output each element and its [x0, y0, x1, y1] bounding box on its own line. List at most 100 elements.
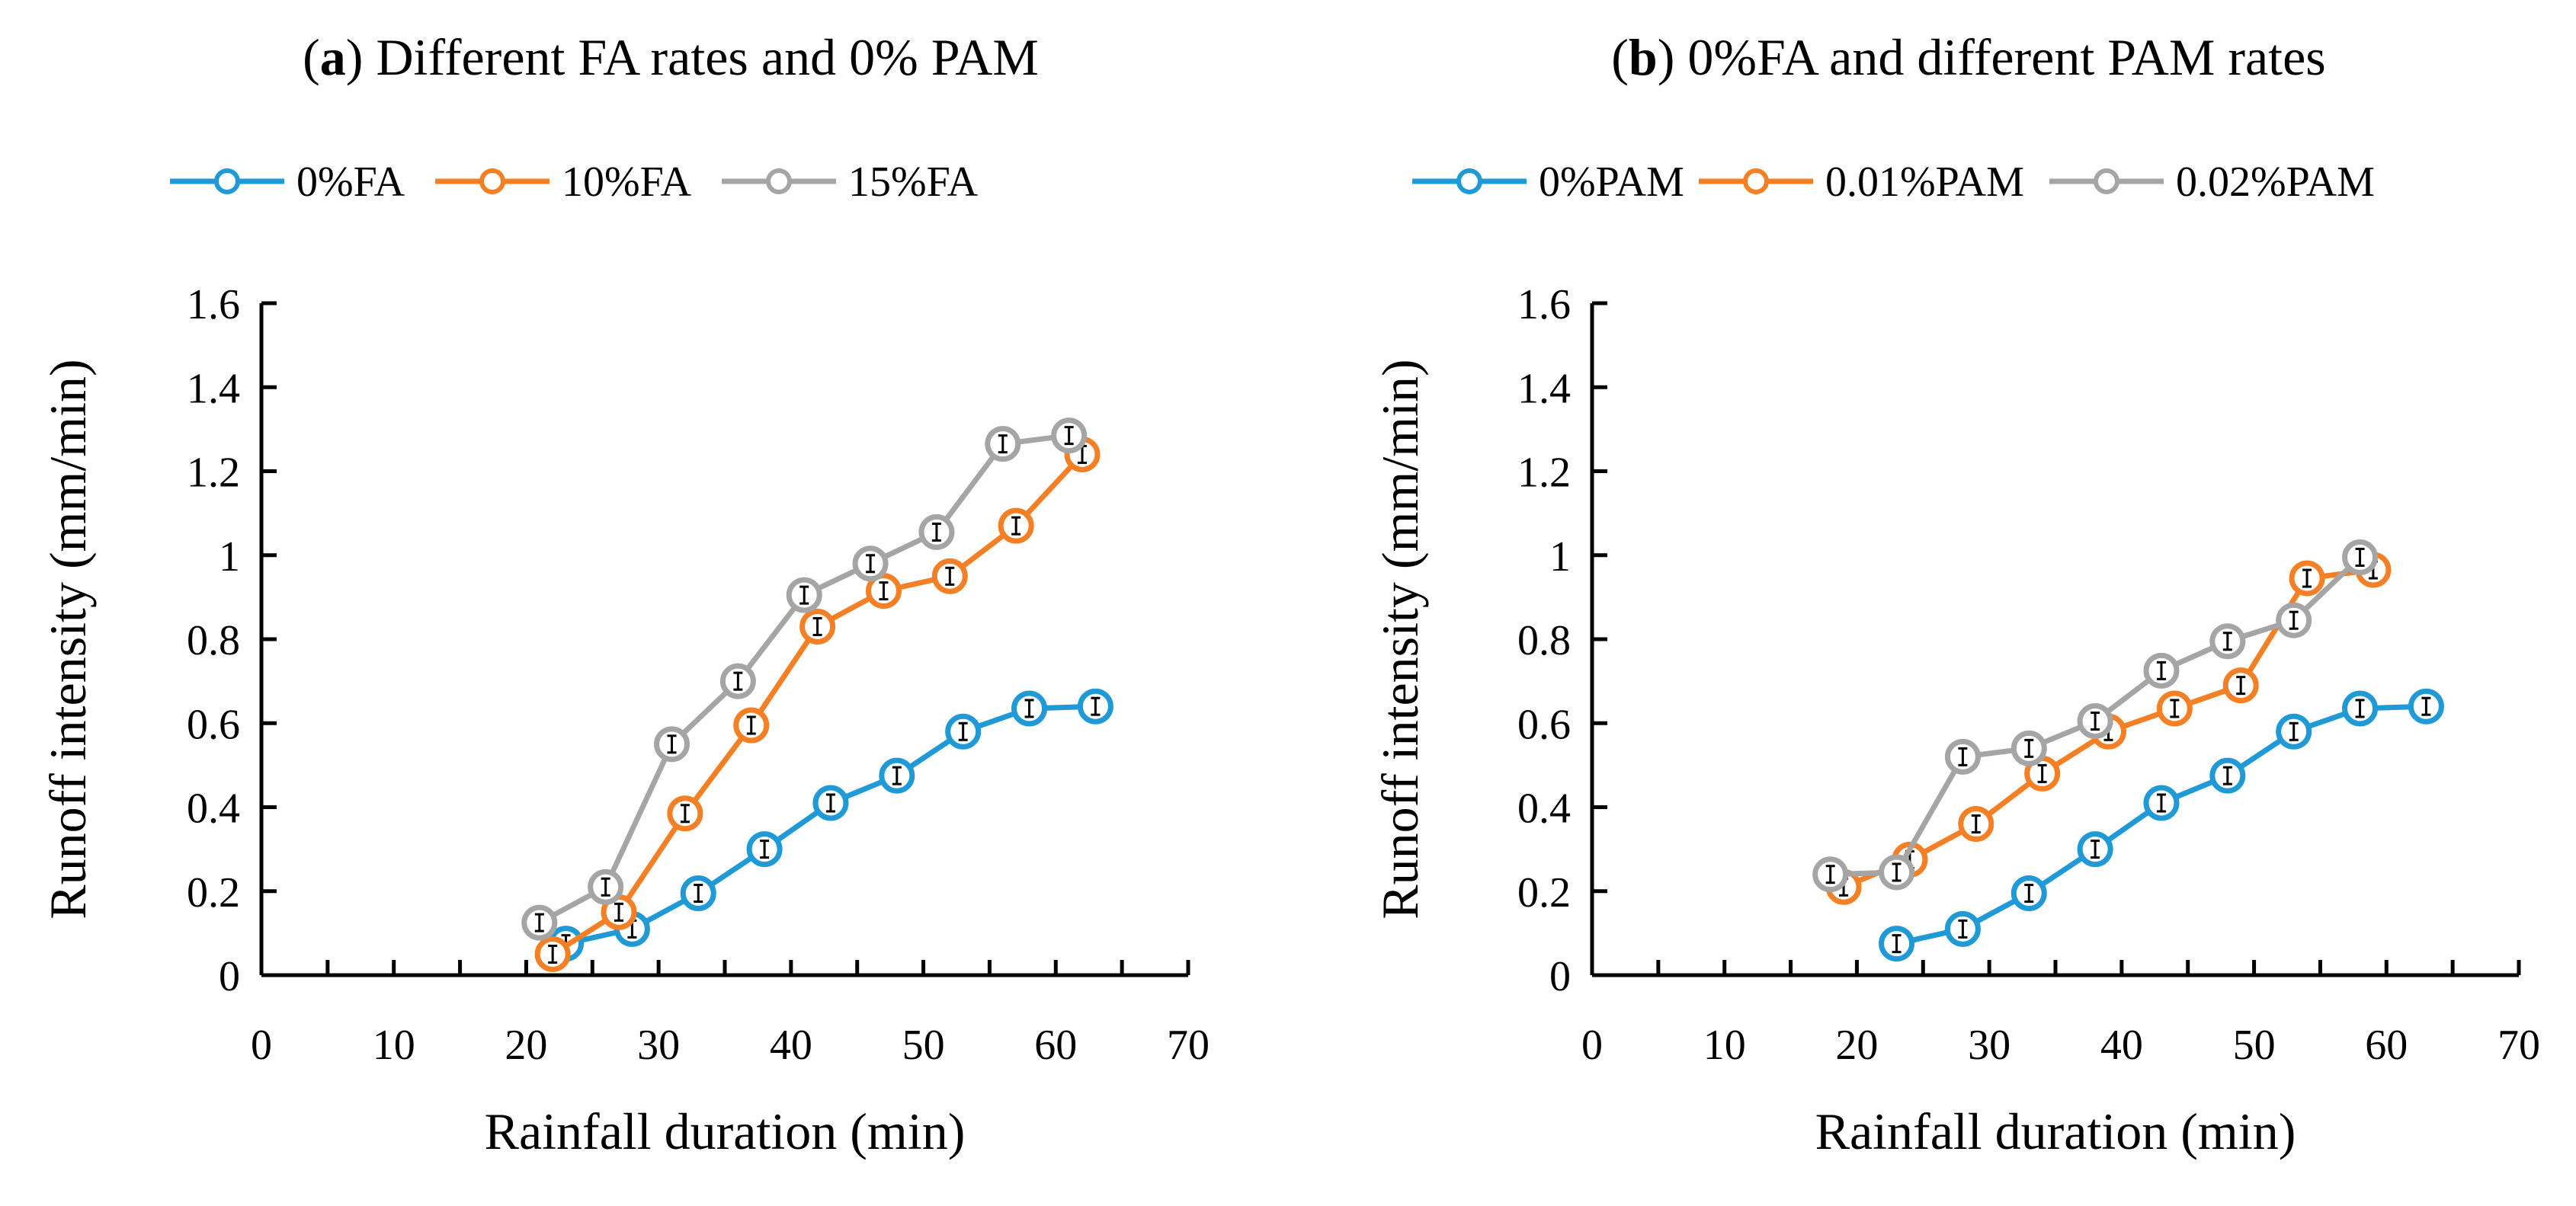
legend-item-1: 0.01%PAM	[1699, 158, 2024, 206]
data-point	[733, 707, 770, 744]
data-point	[2143, 652, 2180, 689]
y-tick-label: 1	[219, 533, 240, 581]
data-point	[2276, 602, 2312, 638]
series-0	[1879, 688, 2444, 962]
data-point	[1077, 688, 1113, 725]
data-point	[1958, 806, 1994, 843]
legend-item-2: 15%FA	[722, 158, 979, 206]
data-point	[1051, 417, 1088, 454]
y-tick-label: 0.2	[1517, 869, 1571, 916]
panel-letter: b	[1629, 28, 1658, 86]
x-tick-label: 50	[2233, 1022, 2276, 1069]
y-tick-label: 0.4	[1517, 785, 1571, 833]
data-point	[2010, 730, 2047, 766]
data-point	[719, 663, 756, 699]
data-point	[918, 513, 955, 550]
chart-panel-b: (b) 0%FA and different PAM rates 0%PAM 0.0…	[1371, 28, 2540, 1160]
data-point	[2143, 785, 2180, 821]
data-point	[2342, 690, 2379, 727]
data-point	[1879, 926, 1915, 962]
x-tick-label: 40	[770, 1022, 812, 1069]
data-point	[879, 757, 915, 794]
x-tick-label: 0	[1581, 1022, 1603, 1069]
x-tick-label: 70	[1167, 1022, 1210, 1069]
legend-marker	[766, 168, 792, 194]
series-2	[521, 417, 1088, 941]
x-tick-label: 30	[1968, 1022, 2010, 1069]
data-point	[2289, 560, 2325, 597]
y-tick-label: 1.6	[187, 281, 240, 328]
title-paren-close: )	[346, 28, 376, 86]
data-point	[588, 869, 624, 905]
data-point	[852, 545, 889, 582]
data-point	[2342, 539, 2379, 576]
x-tick-label: 40	[2100, 1022, 2143, 1069]
data-point	[2209, 757, 2246, 794]
y-tick-label: 1	[1549, 533, 1571, 581]
x-tick-label: 0	[251, 1022, 272, 1069]
data-point	[945, 713, 982, 750]
panel-letter: a	[320, 28, 346, 86]
y-tick-label: 0.6	[187, 701, 240, 748]
data-point	[786, 577, 822, 613]
legend-marker	[1456, 168, 1482, 194]
legend-label: 0.01%PAM	[1825, 158, 2024, 206]
data-point	[1944, 738, 1981, 775]
data-point	[2209, 623, 2246, 660]
legend-marker	[479, 168, 505, 194]
y-tick-label: 1.4	[187, 365, 240, 412]
legend-label: 0%FA	[296, 158, 405, 206]
x-axis-title: Rainfall duration (min)	[1815, 1102, 2296, 1160]
y-tick-label: 0	[1549, 953, 1571, 1000]
chart-title: (a) Different FA rates and 0% PAM	[303, 28, 1039, 86]
x-tick-label: 10	[1703, 1022, 1746, 1069]
data-point	[2408, 688, 2444, 725]
data-point	[746, 831, 783, 868]
x-axis-title: Rainfall duration (min)	[485, 1102, 966, 1160]
legend-item-1: 10%FA	[435, 158, 692, 206]
data-point	[654, 726, 690, 763]
y-tick-label: 1.2	[1517, 449, 1571, 497]
y-tick-label: 1.4	[1517, 365, 1571, 412]
series-1	[534, 436, 1101, 972]
y-tick-label: 1.6	[1517, 281, 1571, 328]
x-tick-label: 30	[637, 1022, 680, 1069]
title-paren-close: )	[1658, 28, 1688, 86]
x-tick-label: 20	[1835, 1022, 1878, 1069]
data-point	[534, 936, 571, 972]
title-text: Different FA rates and 0% PAM	[376, 28, 1038, 86]
data-point	[799, 608, 836, 645]
y-tick-label: 0.6	[1517, 701, 1571, 748]
data-point	[931, 558, 968, 594]
x-tick-label: 60	[1034, 1022, 1077, 1069]
x-tick-label: 60	[2365, 1022, 2408, 1069]
y-axis-title: Runoff intensity (mm/min)	[39, 359, 97, 919]
x-tick-label: 50	[902, 1022, 945, 1069]
data-point	[2156, 690, 2193, 727]
title-paren-open: (	[303, 28, 320, 86]
data-point	[1011, 690, 1048, 727]
legend-label: 0%PAM	[1539, 158, 1684, 206]
data-point	[2276, 713, 2312, 750]
legend-marker	[214, 168, 240, 194]
legend-marker	[1743, 168, 1769, 194]
data-point	[812, 785, 849, 821]
y-tick-label: 0.4	[187, 785, 240, 833]
legend-marker	[2094, 168, 2119, 194]
data-point	[1944, 910, 1981, 947]
data-point	[2222, 667, 2259, 704]
legend-item-2: 0.02%PAM	[2049, 158, 2375, 206]
legend: 0%FA 10%FA 15%FA	[170, 158, 979, 206]
legend-label: 10%FA	[562, 158, 692, 206]
x-tick-label: 10	[373, 1022, 415, 1069]
legend: 0%PAM 0.01%PAM 0.02%PAM	[1412, 158, 2375, 206]
title-paren-open: (	[1611, 28, 1629, 86]
title-text: 0%FA and different PAM rates	[1687, 28, 2325, 86]
y-axis-title: Runoff intensity (mm/min)	[1371, 359, 1429, 919]
data-point	[2077, 831, 2113, 868]
data-point	[521, 904, 558, 941]
x-tick-label: 70	[2498, 1022, 2540, 1069]
legend-item-0: 0%PAM	[1412, 158, 1684, 206]
series-2	[1812, 539, 2379, 893]
